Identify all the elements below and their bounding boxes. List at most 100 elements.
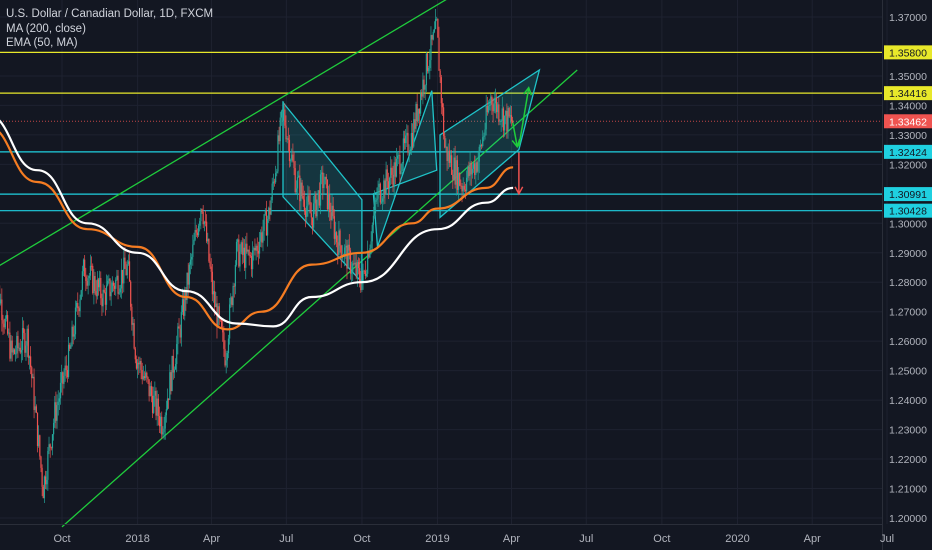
candle-body [44, 476, 47, 485]
candle-body [429, 60, 431, 69]
candle-body [357, 262, 360, 269]
candle-body [210, 266, 212, 272]
candle-body [206, 221, 208, 242]
candle-body [177, 326, 179, 345]
candle-body [231, 297, 233, 306]
price-tick-label: 1.30000 [889, 218, 927, 230]
candle-body [354, 262, 356, 265]
level-badge-label: 1.30991 [889, 189, 927, 201]
candle-body [72, 326, 74, 337]
candle-body [181, 299, 184, 313]
candle-body [215, 303, 217, 308]
price-tick-label: 1.23000 [889, 425, 927, 437]
ma-200-line [0, 119, 514, 328]
candle-body [445, 146, 447, 148]
candle-body [58, 398, 60, 402]
time-axis[interactable]: Oct 2018 Apr Jul Oct 2019 Apr Jul Oct 2020 Apr Jul [53, 533, 894, 545]
candle-body [55, 402, 57, 421]
candle-body [492, 104, 494, 112]
candle-body [387, 181, 389, 189]
candle-body [140, 361, 142, 371]
candle-body [349, 250, 352, 274]
candle-body [457, 172, 460, 190]
candle-body [271, 183, 273, 201]
candle-body [90, 265, 93, 267]
candle-body [230, 297, 232, 305]
candle-body [420, 94, 422, 114]
candle-body [378, 183, 380, 188]
level-badge [884, 45, 932, 60]
candle-body [178, 326, 180, 329]
candle-body [10, 340, 12, 359]
candle-body [153, 395, 155, 413]
candle-body [49, 444, 51, 448]
candle-body [464, 189, 467, 192]
candle-body [261, 232, 263, 243]
candle-body [415, 104, 417, 129]
candle-body [69, 344, 71, 349]
candle-body [380, 201, 383, 203]
candle-body [321, 172, 323, 175]
candle-body [495, 97, 498, 113]
candle-body [382, 198, 384, 202]
candle-body [344, 247, 346, 257]
candle-body [242, 247, 245, 255]
candle-body [223, 332, 225, 349]
candle-body [180, 312, 182, 338]
candle-body [122, 269, 124, 284]
legend-ma[interactable]: MA (200, close) [6, 22, 86, 35]
candle-body [193, 239, 195, 245]
time-tick-label: Apr [503, 533, 520, 545]
candle-body [107, 280, 109, 286]
candle-body [101, 298, 103, 307]
candle-body [471, 168, 473, 175]
candle-body [96, 279, 98, 297]
price-tick-label: 1.20000 [889, 513, 927, 525]
candle-body [256, 245, 258, 251]
candle-body [183, 299, 185, 316]
candle-body [370, 241, 372, 249]
candle-body [498, 104, 500, 122]
candle-body [489, 104, 491, 107]
time-tick-label: Oct [53, 533, 70, 545]
candle-body [209, 261, 211, 267]
candle-body [202, 212, 204, 225]
candle-body [43, 476, 46, 499]
axes [0, 0, 883, 550]
candle-body [276, 171, 278, 174]
price-axis[interactable]: 1.37000 1.35000 1.34000 1.33000 1.32000 1.300… [889, 12, 927, 525]
candle-body [278, 135, 280, 142]
candle-body [151, 395, 154, 413]
candle-body [46, 479, 48, 485]
candle-body [309, 201, 311, 214]
candle-body [260, 232, 262, 242]
candle-body [125, 268, 127, 276]
candle-body [127, 261, 129, 265]
candle-body [468, 166, 470, 176]
candle-body [188, 264, 190, 285]
candle-body [145, 372, 147, 379]
candle-body [70, 346, 72, 349]
candle-body [439, 70, 441, 78]
candle-body [403, 138, 406, 144]
candle-body [493, 103, 495, 112]
candle-body [162, 432, 164, 435]
candle-body [339, 230, 341, 246]
candle-body [314, 193, 316, 204]
candle-body [38, 435, 40, 447]
level-badge [884, 144, 932, 159]
ascending-channel-pattern [439, 68, 541, 219]
candle-body [39, 435, 41, 457]
candle-body [32, 376, 34, 379]
candle-body [197, 225, 200, 236]
candle-body [394, 162, 396, 177]
legend-symbol[interactable]: U.S. Dollar / Canadian Dollar, 1D, FXCM [6, 8, 214, 20]
candle-body [11, 340, 13, 353]
candle-body [497, 104, 499, 113]
candle-body [254, 247, 256, 251]
candle-body [463, 185, 465, 190]
legend-ema[interactable]: EMA (50, MA) [6, 37, 78, 49]
arrow-head [514, 186, 524, 196]
